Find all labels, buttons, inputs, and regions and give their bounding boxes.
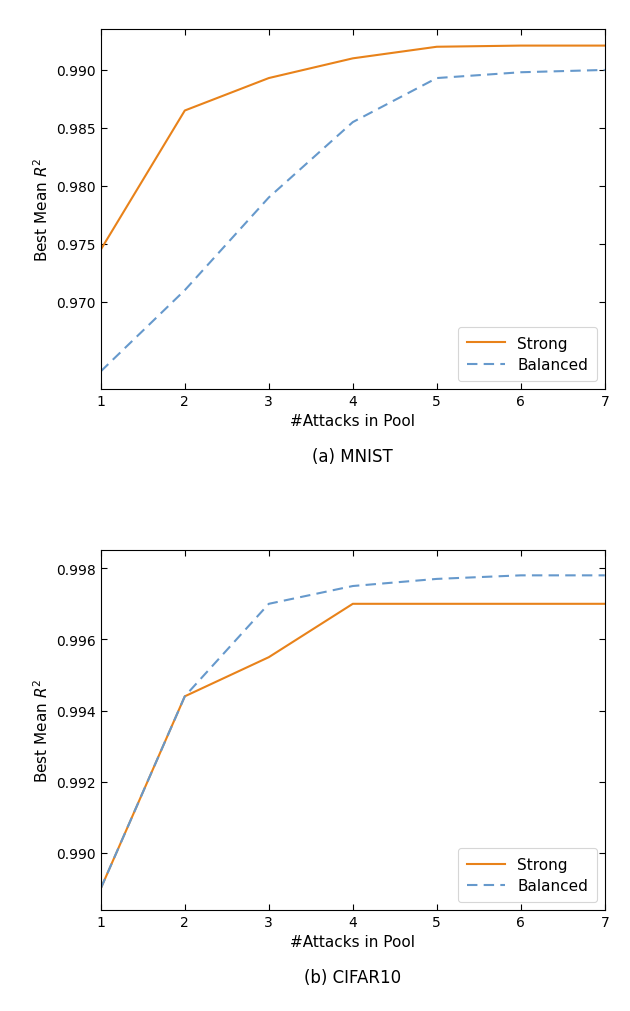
- Title: (b) CIFAR10: (b) CIFAR10: [304, 968, 401, 986]
- Line: Balanced: Balanced: [101, 71, 605, 372]
- Balanced: [181, 691, 188, 703]
- Line: Strong: Strong: [101, 47, 605, 251]
- X-axis label: #Attacks in Pool: #Attacks in Pool: [290, 934, 415, 949]
- Title: (a) MNIST: (a) MNIST: [312, 447, 393, 465]
- Balanced: [517, 67, 525, 79]
- Balanced: [349, 117, 357, 129]
- Balanced: [265, 599, 273, 611]
- Legend: Strong, Balanced: Strong, Balanced: [457, 848, 597, 902]
- Strong: [433, 41, 440, 54]
- Balanced: [433, 73, 440, 85]
- X-axis label: #Attacks in Pool: #Attacks in Pool: [290, 413, 415, 429]
- Balanced: [265, 192, 273, 204]
- Balanced: [601, 570, 609, 582]
- Strong: [181, 105, 188, 117]
- Strong: [601, 40, 609, 53]
- Y-axis label: Best Mean $R^2$: Best Mean $R^2$: [32, 158, 51, 262]
- Balanced: [181, 285, 188, 297]
- Strong: [349, 54, 357, 66]
- Strong: [517, 599, 525, 611]
- Balanced: [97, 366, 105, 378]
- Strong: [97, 883, 105, 895]
- Strong: [433, 599, 440, 611]
- Strong: [181, 691, 188, 703]
- Strong: [349, 599, 357, 611]
- Balanced: [517, 570, 525, 582]
- Y-axis label: Best Mean $R^2$: Best Mean $R^2$: [32, 678, 50, 783]
- Balanced: [349, 580, 357, 592]
- Strong: [601, 599, 609, 611]
- Line: Balanced: Balanced: [101, 576, 605, 889]
- Strong: [265, 651, 273, 663]
- Strong: [517, 40, 525, 53]
- Strong: [265, 73, 273, 85]
- Legend: Strong, Balanced: Strong, Balanced: [457, 328, 597, 382]
- Balanced: [97, 883, 105, 895]
- Balanced: [601, 65, 609, 77]
- Balanced: [433, 573, 440, 585]
- Strong: [97, 245, 105, 257]
- Line: Strong: Strong: [101, 605, 605, 889]
